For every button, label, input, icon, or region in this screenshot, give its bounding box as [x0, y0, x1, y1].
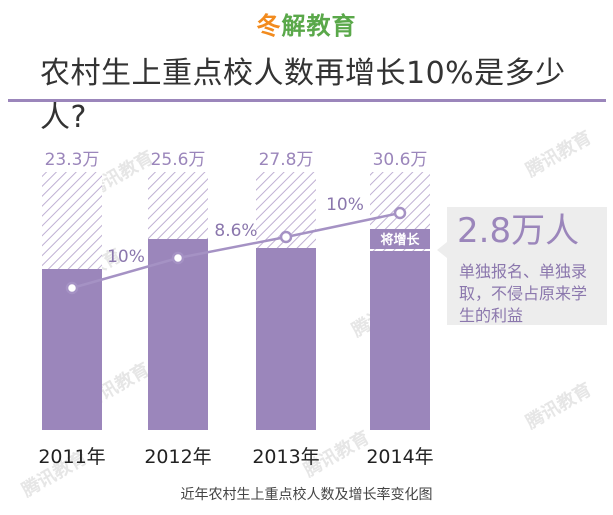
growth-rate-point: [65, 281, 79, 295]
x-tick-label: 2012年: [144, 446, 211, 468]
annotation-text: 单独报名、单独录取，不侵占原来学生的利益: [459, 262, 588, 325]
bar: [42, 269, 102, 430]
annotation-figure: 2.8万人: [457, 211, 580, 251]
highlight-badge: [370, 229, 430, 249]
growth-rate-line: [71, 211, 401, 290]
growth-rate-point: [393, 206, 407, 220]
x-tick-label: 2014年: [366, 446, 433, 468]
bar-value-label: 23.3万: [45, 150, 100, 170]
title-divider: [8, 99, 606, 102]
bar: [256, 248, 316, 430]
bar-value-label: 27.8万: [259, 150, 314, 170]
annotation-callout: 2.8万人 单独报名、单独录取，不侵占原来学生的利益: [447, 207, 607, 325]
bar-value-label: 25.6万: [151, 150, 206, 170]
x-tick-label: 2011年: [38, 446, 105, 468]
highlight-label: 将增长: [380, 232, 420, 248]
chart-title: 农村生上重点校人数再增长10%是多少人?: [40, 56, 566, 135]
growth-rate-label: 10%: [326, 195, 364, 215]
brand-logo: 冬解教育: [256, 12, 357, 40]
callout-pointer: [437, 242, 447, 258]
bar: [370, 251, 430, 430]
bar-value-label: 30.6万: [373, 150, 428, 170]
growth-rate-label: 8.6%: [214, 221, 257, 241]
growth-rate-point: [171, 251, 185, 265]
growth-rate-point: [279, 230, 293, 244]
growth-rate-label: 10%: [107, 247, 145, 267]
x-tick-label: 2013年: [252, 446, 319, 468]
bar: [148, 239, 208, 430]
chart-caption: 近年农村生上重点校人数及增长率变化图: [180, 487, 433, 503]
